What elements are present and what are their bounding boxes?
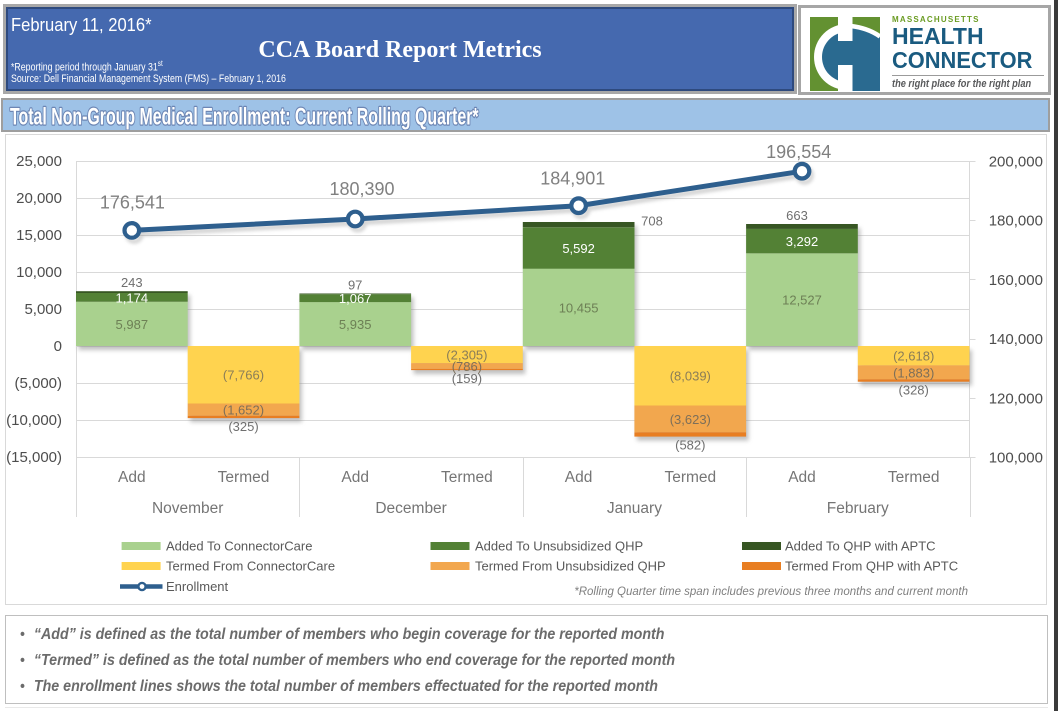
svg-text:Total Non-Group Medical Enroll: Total Non-Group Medical Enrollment: Curr… (10, 104, 479, 130)
